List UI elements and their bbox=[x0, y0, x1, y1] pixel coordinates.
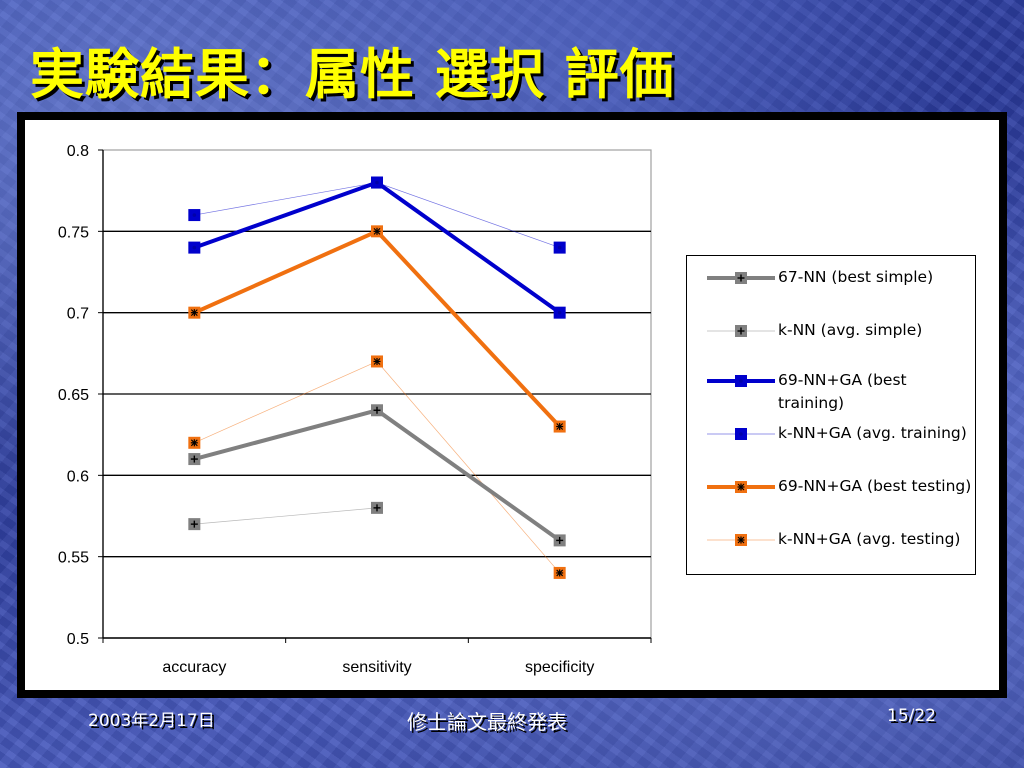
legend-swatch-69nn-ga-best-training bbox=[707, 375, 775, 387]
y-tick-label: 0.5 bbox=[67, 631, 89, 648]
legend-label: k-NN+GA (avg. training) bbox=[778, 424, 967, 442]
x-tick-label: specificity bbox=[525, 659, 594, 676]
y-tick-label: 0.8 bbox=[67, 143, 89, 160]
marker-star-d2 bbox=[556, 423, 564, 430]
y-tick-label: 0.6 bbox=[67, 468, 89, 485]
marker-star-d2 bbox=[190, 439, 198, 447]
data-point-69-nn-ga-best-training bbox=[188, 241, 201, 254]
data-point-k-nn-ga-avg-testing bbox=[553, 566, 566, 579]
data-point-k-nn-ga-avg-testing bbox=[188, 436, 201, 449]
data-point-67-nn-best-simple bbox=[371, 404, 383, 417]
legend-swatch-marker bbox=[735, 428, 747, 440]
legend-swatch-knn-ga-avg-training bbox=[707, 428, 775, 440]
data-point-k-nn-avg-simple bbox=[188, 518, 201, 531]
legend-label: k-NN (avg. simple) bbox=[778, 321, 923, 339]
data-point-k-nn-ga-avg-training bbox=[188, 209, 201, 222]
series-line-k-nn-avg-simple bbox=[194, 507, 378, 525]
marker-dot bbox=[739, 432, 743, 436]
data-point-k-nn-avg-simple bbox=[371, 501, 383, 514]
marker-dot bbox=[375, 180, 379, 185]
legend-swatch-knn-avg-simple bbox=[707, 325, 775, 337]
marker-dot bbox=[192, 213, 197, 217]
data-point-69-nn-ga-best-testing bbox=[188, 306, 201, 319]
footer-date: 2003年2月17日 bbox=[88, 711, 215, 731]
legend-swatch-marker bbox=[735, 325, 747, 337]
legend-swatch-marker bbox=[735, 375, 747, 387]
data-point-k-nn-ga-avg-training bbox=[553, 241, 566, 254]
data-point-67-nn-best-simple bbox=[553, 534, 566, 547]
data-point-k-nn-ga-avg-testing bbox=[371, 355, 383, 368]
y-tick-label: 0.65 bbox=[58, 387, 89, 404]
legend-label: 69-NN+GA (best testing) bbox=[778, 477, 972, 495]
marker-dot bbox=[739, 379, 743, 383]
legend-label: 69-NN+GA (best training) bbox=[778, 371, 907, 412]
data-point-69-nn-ga-best-training bbox=[553, 306, 566, 319]
legend-swatch-67nn-best-simple bbox=[707, 272, 775, 284]
legend-swatch-69nn-ga-best-testing bbox=[707, 481, 775, 493]
legend-label: 67-NN (best simple) bbox=[778, 268, 934, 286]
line-chart: 0.8 0.75 0.7 0.65 0.6 0.55 0.5 accuracy sensitiv… bbox=[58, 143, 652, 676]
legend-swatch-knn-ga-avg-testing bbox=[707, 534, 775, 546]
chart-area: 0.8 0.75 0.7 0.65 0.6 0.55 0.5 accuracy sensitiv… bbox=[25, 120, 999, 690]
marker-star-d2 bbox=[190, 309, 198, 317]
y-tick-label: 0.75 bbox=[58, 224, 89, 241]
y-tick-label: 0.55 bbox=[58, 550, 89, 567]
marker-star-d2 bbox=[373, 227, 381, 235]
chart-legend: 67-NN (best simple) k-NN (avg. simple) 6… bbox=[686, 255, 976, 575]
x-tick-label: sensitivity bbox=[342, 659, 411, 676]
y-tick-label: 0.7 bbox=[67, 306, 89, 323]
marker-dot bbox=[557, 310, 562, 315]
data-point-69-nn-ga-best-testing bbox=[371, 225, 383, 238]
data-point-69-nn-ga-best-testing bbox=[553, 420, 566, 433]
chart-frame: 0.8 0.75 0.7 0.65 0.6 0.55 0.5 accuracy sensitiv… bbox=[17, 112, 1007, 698]
series-line-k-nn-ga-avg-training bbox=[194, 182, 560, 248]
footer-presentation-title: 修士論文最終発表 bbox=[407, 710, 567, 734]
marker-star-d2 bbox=[556, 569, 564, 577]
marker-star-d2 bbox=[737, 483, 745, 491]
series-line-69-nn-ga-best-training bbox=[193, 180, 561, 315]
series-line-69-nn-ga-best-testing bbox=[193, 229, 562, 428]
data-point-69-nn-ga-best-training bbox=[371, 176, 383, 189]
legend-swatch-marker bbox=[735, 272, 747, 284]
legend-swatch-marker bbox=[735, 481, 747, 493]
x-tick-label: accuracy bbox=[162, 659, 226, 676]
marker-star-d2 bbox=[373, 358, 381, 365]
data-point-67-nn-best-simple bbox=[188, 453, 201, 466]
series-line-k-nn-ga-avg-testing bbox=[194, 361, 560, 574]
marker-dot bbox=[192, 245, 197, 250]
page-number: 15/22 bbox=[887, 706, 936, 726]
marker-star-d2 bbox=[737, 536, 745, 544]
legend-label: k-NN+GA (avg. testing) bbox=[778, 530, 961, 548]
marker-dot bbox=[557, 245, 562, 250]
slide-title: 実験結果：属性 選択 評価 bbox=[30, 43, 675, 106]
legend-swatch-marker bbox=[735, 534, 747, 546]
